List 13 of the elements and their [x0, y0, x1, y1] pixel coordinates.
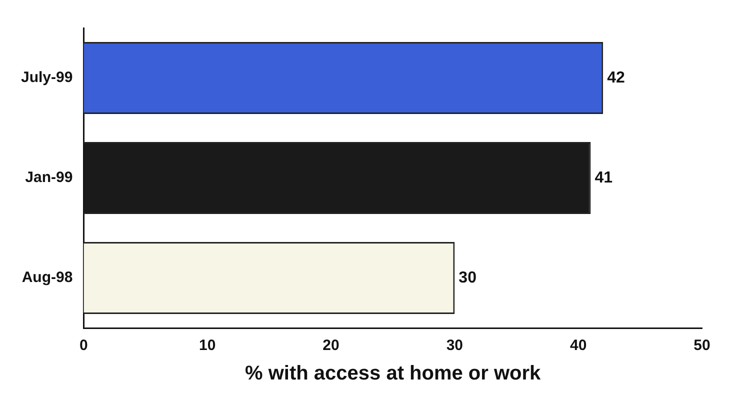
x-tick-label: 0 [80, 337, 88, 354]
data-label: 30 [458, 269, 477, 286]
x-tick-label: 40 [570, 337, 587, 354]
x-tick-label: 10 [199, 337, 216, 354]
y-tick-label: Jan-99 [25, 169, 73, 186]
x-axis-title: % with access at home or work [245, 362, 542, 385]
y-tick-label: July-99 [20, 69, 73, 86]
y-tick-label: Aug-98 [22, 269, 73, 286]
data-label: 41 [594, 169, 613, 186]
data-label: 42 [607, 69, 625, 86]
x-tick-label: 30 [446, 337, 464, 354]
x-tick-label: 50 [694, 337, 710, 354]
x-tick-label: 20 [322, 337, 340, 354]
